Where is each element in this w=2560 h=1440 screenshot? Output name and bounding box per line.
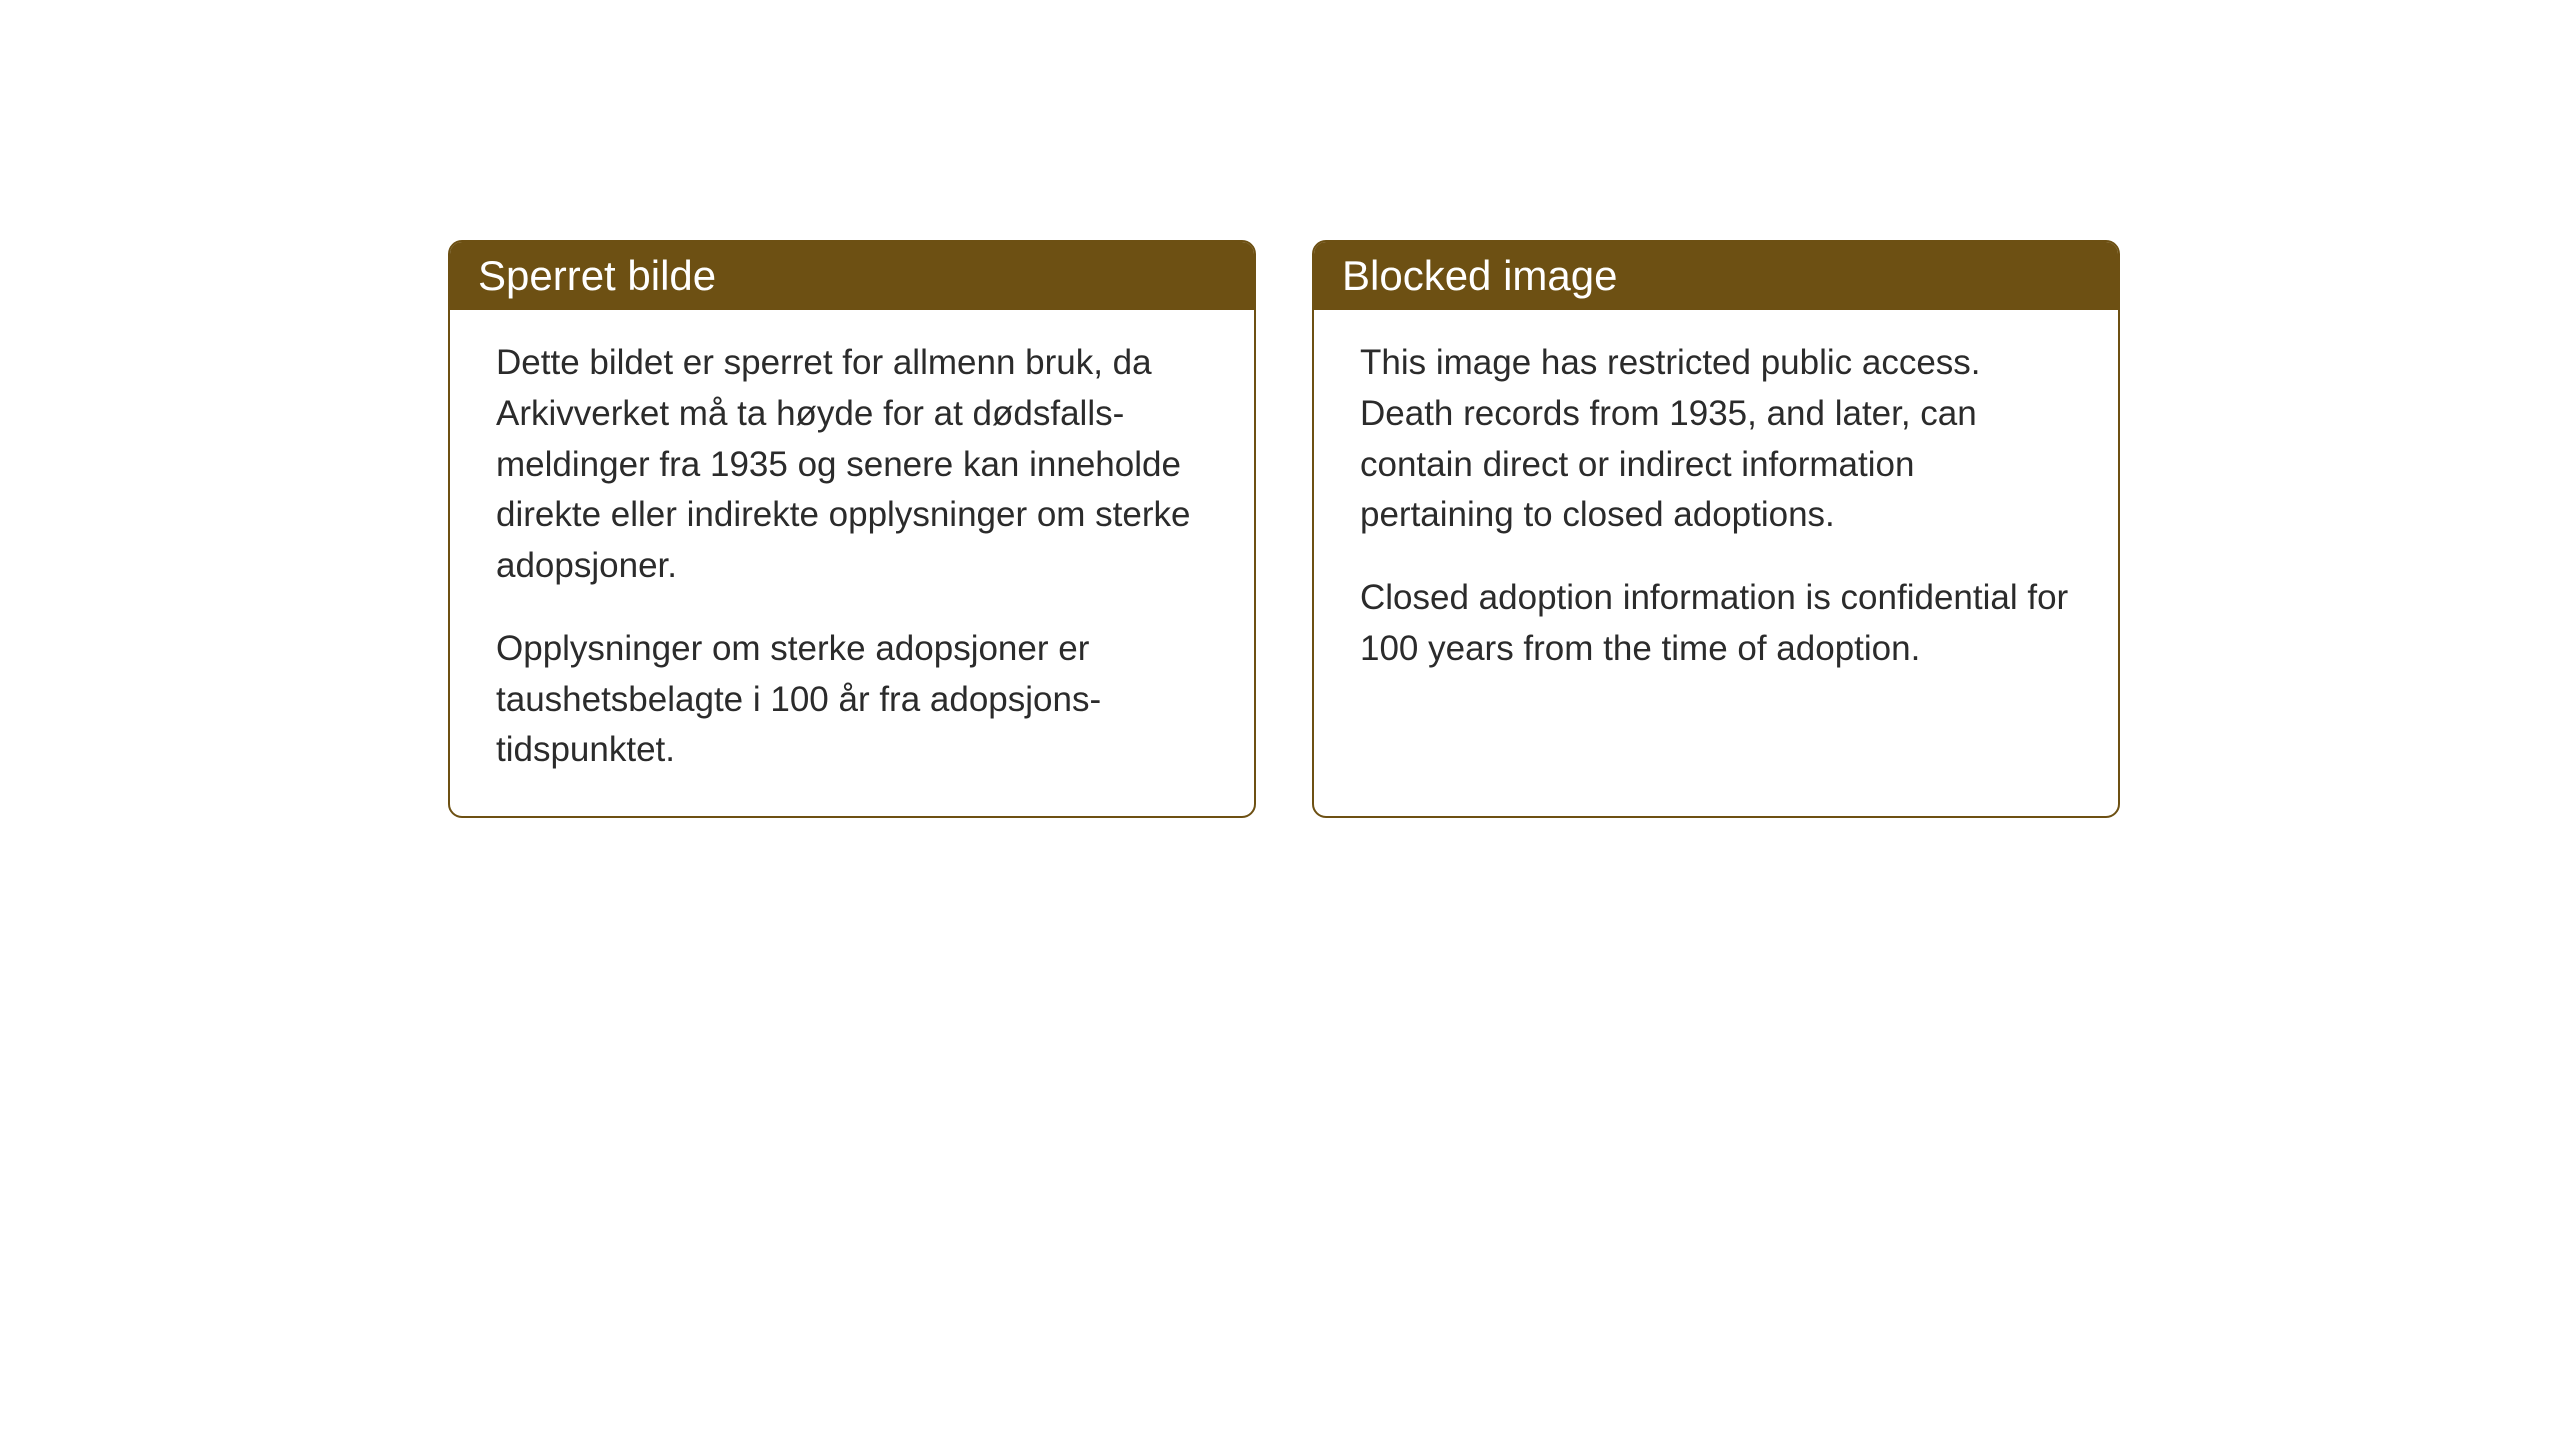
card-body-english: This image has restricted public access.… [1314,310,2118,715]
card-paragraph-2-english: Closed adoption information is confident… [1360,573,2072,675]
card-paragraph-2-norwegian: Opplysninger om sterke adopsjoner er tau… [496,624,1208,776]
notice-cards-container: Sperret bilde Dette bildet er sperret fo… [448,240,2120,818]
card-body-norwegian: Dette bildet er sperret for allmenn bruk… [450,310,1254,816]
notice-card-norwegian: Sperret bilde Dette bildet er sperret fo… [448,240,1256,818]
card-header-english: Blocked image [1314,242,2118,310]
card-title-english: Blocked image [1342,252,1617,299]
card-header-norwegian: Sperret bilde [450,242,1254,310]
notice-card-english: Blocked image This image has restricted … [1312,240,2120,818]
card-paragraph-1-english: This image has restricted public access.… [1360,338,2072,541]
card-title-norwegian: Sperret bilde [478,252,716,299]
card-paragraph-1-norwegian: Dette bildet er sperret for allmenn bruk… [496,338,1208,592]
